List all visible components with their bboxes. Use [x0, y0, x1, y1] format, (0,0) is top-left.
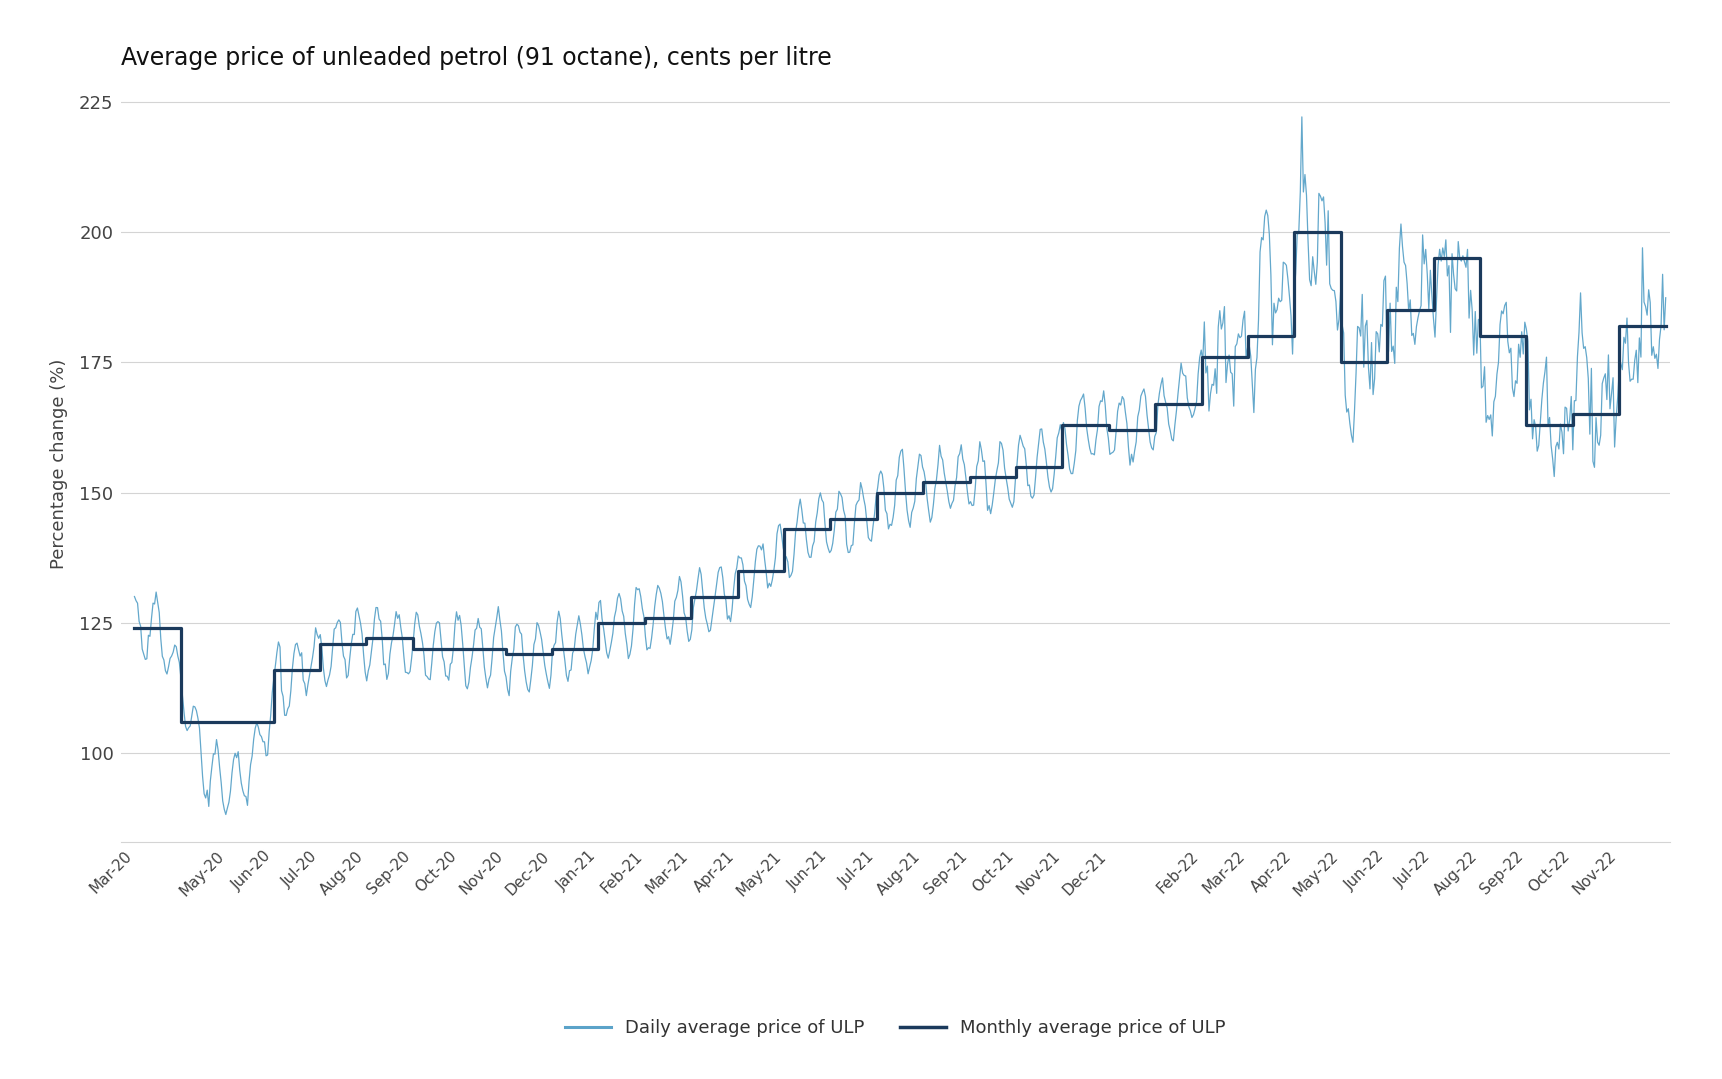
- Y-axis label: Percentage change (%): Percentage change (%): [50, 359, 67, 569]
- Text: Average price of unleaded petrol (91 octane), cents per litre: Average price of unleaded petrol (91 oct…: [121, 46, 832, 70]
- Legend: Daily average price of ULP, Monthly average price of ULP: Daily average price of ULP, Monthly aver…: [558, 1012, 1233, 1044]
